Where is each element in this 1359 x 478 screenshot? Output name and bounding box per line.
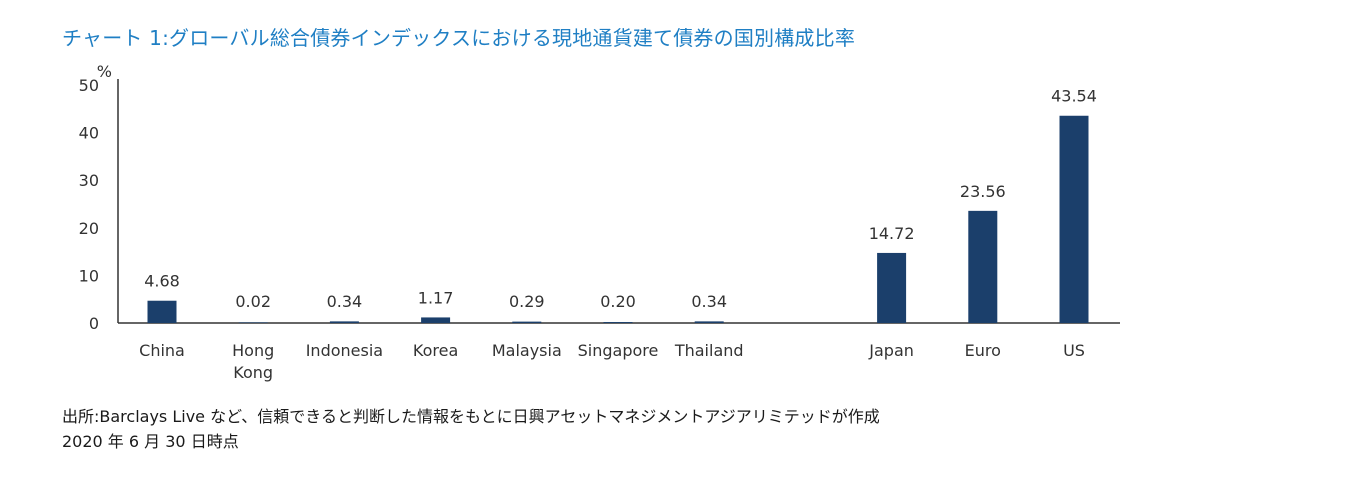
data-label: 0.02	[235, 292, 271, 311]
bar	[421, 317, 451, 323]
data-labels: 4.68 0.02 0.34 1.17 0.29 0.20 0.34 14.72 23.56 43…	[144, 87, 1097, 311]
bar	[329, 321, 359, 323]
x-axis-tick-labels: China Hong Kong Indonesia Korea Malaysia Singa…	[139, 341, 1085, 382]
x-tick-label: Kong	[233, 363, 273, 382]
bar	[603, 322, 633, 323]
data-label: 43.54	[1051, 87, 1097, 106]
data-label: 0.20	[600, 292, 636, 311]
data-label: 23.56	[960, 182, 1006, 201]
bar	[512, 321, 542, 323]
source-note: 出所:Barclays Live など、信頼できると判断した情報をもとに日興アセ…	[62, 404, 880, 454]
y-tick-label: 40	[79, 124, 99, 143]
y-tick-label: 20	[79, 219, 99, 238]
x-tick-label: US	[1063, 341, 1085, 360]
bar	[1059, 115, 1089, 323]
x-tick-label: Malaysia	[492, 341, 562, 360]
bars	[147, 115, 1089, 323]
data-label: 4.68	[144, 272, 180, 291]
x-tick-label: Korea	[413, 341, 458, 360]
source-line-2: 2020 年 6 月 30 日時点	[62, 432, 239, 451]
bar-chart: 0 10 20 30 40 50% 4.68 0.02 0.34 1.17 0.29 0.20 0.3…	[79, 62, 1120, 382]
data-label: 14.72	[869, 224, 915, 243]
chart-title: チャート 1:グローバル総合債券インデックスにおける現地通貨建て債券の国別構成比…	[62, 26, 856, 50]
y-tick-label: 50	[79, 76, 99, 95]
source-line-1: 出所:Barclays Live など、信頼できると判断した情報をもとに日興アセ…	[62, 407, 880, 426]
x-tick-label: Indonesia	[306, 341, 383, 360]
bar	[147, 300, 177, 323]
y-tick-label: 10	[79, 266, 99, 285]
y-tick-label: 30	[79, 171, 99, 190]
y-tick-label: 0	[89, 314, 99, 333]
bar	[694, 321, 724, 323]
data-label: 0.34	[691, 292, 727, 311]
y-axis-unit-label: %	[97, 62, 112, 81]
x-tick-label: Singapore	[578, 341, 659, 360]
x-tick-label: Japan	[868, 341, 914, 360]
bar	[238, 322, 268, 323]
x-tick-label: Thailand	[674, 341, 744, 360]
x-tick-label: Hong	[232, 341, 274, 360]
data-label: 0.34	[327, 292, 363, 311]
bar	[877, 252, 907, 323]
x-tick-label: Euro	[965, 341, 1001, 360]
x-tick-label: China	[139, 341, 185, 360]
bar	[968, 210, 998, 323]
data-label: 0.29	[509, 292, 545, 311]
data-label: 1.17	[418, 288, 454, 307]
